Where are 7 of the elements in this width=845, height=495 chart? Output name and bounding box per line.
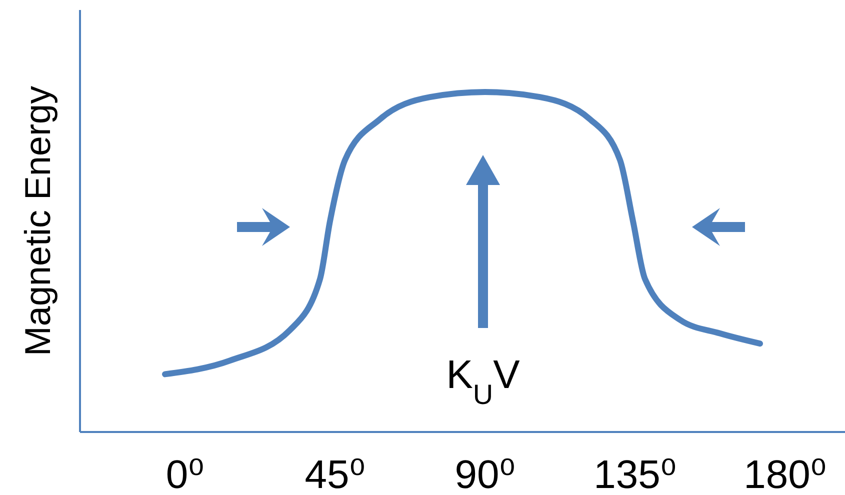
x-tick-label: 0⁰ <box>166 453 204 495</box>
x-tick-label: 135⁰ <box>594 453 676 495</box>
x-tick-label: 90⁰ <box>454 453 516 495</box>
x-tick-label: 45⁰ <box>304 453 366 495</box>
x-tick-label: 180⁰ <box>744 453 826 495</box>
annotation: K$_{U}$V <box>446 353 520 410</box>
y-axis-title: Magnetic Energy <box>17 86 58 356</box>
